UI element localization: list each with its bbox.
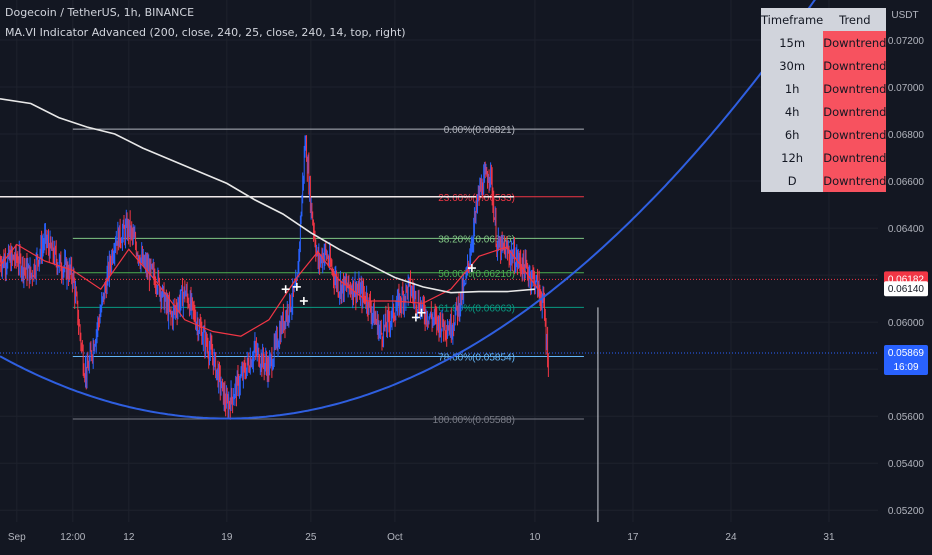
trend-cell: Downtrend <box>823 146 887 169</box>
trend-row: 6h Downtrend <box>761 123 887 146</box>
time-tick-label: 12:00 <box>60 532 85 543</box>
indicator-legend[interactable]: MA.VI Indicator Advanced (200, close, 24… <box>5 26 406 39</box>
trend-cell: Downtrend <box>823 169 887 192</box>
time-tick-label: 17 <box>627 532 639 543</box>
timeframe-cell: D <box>761 169 824 192</box>
trend-cell: Downtrend <box>823 100 887 123</box>
timeframe-cell: 1h <box>761 77 824 100</box>
grid-lines <box>0 0 878 522</box>
trend-row: 4h Downtrend <box>761 100 887 123</box>
price-tick-label: 0.06400 <box>888 224 925 235</box>
parabola-curve <box>0 0 816 420</box>
trend-row: D Downtrend <box>761 169 887 192</box>
price-label-text: 0.06182 <box>888 274 925 285</box>
time-tick-label: Oct <box>387 532 403 543</box>
ma-short-line <box>0 243 543 337</box>
price-tick-label: 0.06600 <box>888 177 925 188</box>
price-series <box>0 135 549 420</box>
timeframe-cell: 30m <box>761 54 824 77</box>
timeframe-cell: 4h <box>761 100 824 123</box>
price-tick-label: 0.05200 <box>888 506 925 517</box>
time-tick-label: 19 <box>221 532 233 543</box>
trend-cell: Downtrend <box>823 123 887 146</box>
trend-row: 12h Downtrend <box>761 146 887 169</box>
trend-cell: Downtrend <box>823 54 887 77</box>
price-label-box <box>884 344 928 375</box>
ma-long-line <box>0 98 535 294</box>
trend-cell: Downtrend <box>823 77 887 100</box>
trend-table-header: Timeframe Trend <box>761 8 887 31</box>
timeframe-cell: 15m <box>761 31 824 54</box>
price-label-text: 0.05869 <box>888 348 925 359</box>
fib-label: 0.00%(0.06821) <box>444 125 515 136</box>
timeframe-header: Timeframe <box>761 8 824 31</box>
price-tick-label: 0.05600 <box>888 412 925 423</box>
timeframe-cell: 6h <box>761 123 824 146</box>
countdown-label: 16:09 <box>893 362 918 373</box>
price-tick-label: 0.05400 <box>888 459 925 470</box>
fib-label: 78.60%(0.05854) <box>438 352 515 363</box>
chart-overlays <box>0 0 878 522</box>
price-tick-label: 0.07000 <box>888 83 925 94</box>
price-label-box <box>884 281 928 297</box>
price-axis[interactable]: USDT 0.07200 0.07000 0.06800 0.06600 0.06400 0… <box>884 10 928 517</box>
time-tick-label: 25 <box>305 532 317 543</box>
fib-label: 61.80%(0.06063) <box>438 303 515 314</box>
currency-label: USDT <box>891 10 918 21</box>
trend-row: 15m Downtrend <box>761 31 887 54</box>
timeframe-cell: 12h <box>761 146 824 169</box>
fib-label: 50.00%(0.06210) <box>438 269 515 280</box>
fib-label: 100.00%(0.05588) <box>433 415 515 426</box>
trend-row: 30m Downtrend <box>761 54 887 77</box>
trend-table: Timeframe Trend 15m Downtrend 30m Downtren… <box>761 8 887 192</box>
price-tick-label: 0.07200 <box>888 36 925 47</box>
fib-label: 38.20%(0.06356) <box>438 234 515 245</box>
time-tick-label: 24 <box>725 532 737 543</box>
price-label-text: 0.06140 <box>888 284 925 295</box>
symbol-title[interactable]: Dogecoin / TetherUS, 1h, BINANCE <box>5 6 195 19</box>
trend-header: Trend <box>823 8 887 31</box>
price-tick-label: 0.06800 <box>888 130 925 141</box>
time-tick-label: 31 <box>823 532 835 543</box>
price-tick-label: 0.06000 <box>888 318 925 329</box>
time-axis[interactable]: Sep 12:00 12 19 25 Oct 10 17 24 31 <box>8 532 835 543</box>
trend-cell: Downtrend <box>823 31 887 54</box>
trend-row: 1h Downtrend <box>761 77 887 100</box>
time-tick-label: 10 <box>529 532 541 543</box>
time-tick-label: 12 <box>123 532 135 543</box>
time-tick-label: Sep <box>8 532 26 543</box>
